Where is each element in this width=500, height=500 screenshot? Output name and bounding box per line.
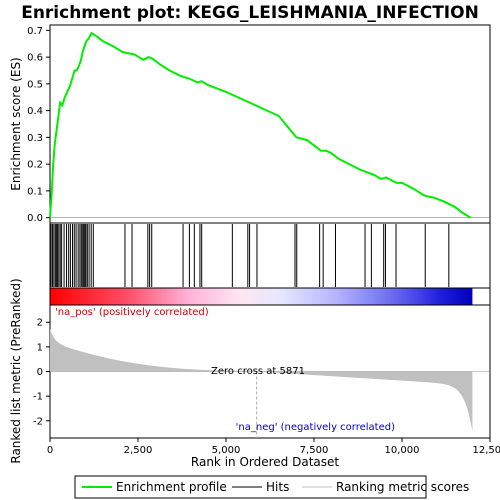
es-y-axis-label: Enrichment score (ES) bbox=[9, 57, 23, 190]
metric-y-ticks: 2 1 0 -1 -2 bbox=[33, 318, 50, 427]
legend-profile-label: Enrichment profile bbox=[116, 480, 227, 494]
colorbar-gradient bbox=[50, 288, 473, 305]
es-y-tick-label: 0.6 bbox=[27, 53, 43, 64]
x-tick-label: 10,000 bbox=[385, 445, 420, 456]
x-tick-label: 12,500 bbox=[473, 445, 500, 456]
x-axis-label: Rank in Ordered Dataset bbox=[191, 455, 339, 469]
x-axis-ticks: 0 2,500 5,000 7,500 10,000 12,500 bbox=[47, 438, 500, 456]
es-y-tick-label: 0.4 bbox=[27, 106, 43, 117]
es-y-tick-label: 0.2 bbox=[27, 160, 43, 171]
rank-colorbar bbox=[49, 287, 491, 306]
metric-panel: 2 1 0 -1 -2 'na_pos' (positively correlated)… bbox=[9, 278, 491, 464]
hits-panel-frame bbox=[49, 222, 491, 289]
chart-title: Enrichment plot: KEGG_LEISHMANIA_INFECTI… bbox=[21, 3, 479, 23]
legend-metric-label: Ranking metric scores bbox=[336, 480, 469, 494]
es-panel-frame bbox=[49, 24, 491, 224]
es-y-tick-label: 0.3 bbox=[27, 133, 43, 144]
negative-correlation-label: 'na_neg' (negatively correlated) bbox=[236, 422, 395, 433]
metric-y-tick-label: 2 bbox=[37, 318, 43, 329]
hit-markers bbox=[50, 224, 450, 287]
x-tick-label: 7,500 bbox=[300, 445, 329, 456]
x-tick-label: 0 bbox=[47, 445, 53, 456]
metric-y-tick-label: 1 bbox=[37, 342, 43, 353]
es-y-ticks: 0.0 0.1 0.2 0.3 0.4 0.5 0.6 0.7 bbox=[27, 26, 50, 224]
es-panel: 0.0 0.1 0.2 0.3 0.4 0.5 0.6 0.7 Enrichment scor… bbox=[9, 24, 491, 224]
legend: Enrichment profile Hits Ranking metric s… bbox=[74, 475, 469, 499]
positive-correlation-label: 'na_pos' (positively correlated) bbox=[55, 307, 209, 318]
zero-cross-label: Zero cross at 5871 bbox=[211, 366, 305, 377]
metric-y-axis-label: Ranked list metric (PreRanked) bbox=[9, 278, 23, 463]
hits-panel bbox=[49, 222, 491, 289]
metric-y-tick-label: -2 bbox=[33, 416, 43, 427]
metric-y-tick-label: 0 bbox=[37, 367, 43, 378]
es-y-tick-label: 0.1 bbox=[27, 186, 43, 197]
es-y-tick-label: 0.5 bbox=[27, 79, 43, 90]
x-tick-label: 2,500 bbox=[124, 445, 153, 456]
es-y-tick-label: 0.7 bbox=[27, 26, 43, 37]
metric-y-tick-label: -1 bbox=[33, 392, 43, 403]
es-y-tick-label: 0.0 bbox=[27, 213, 43, 224]
enrichment-profile-line bbox=[49, 31, 472, 219]
legend-hits-label: Hits bbox=[266, 480, 289, 494]
x-tick-label: 5,000 bbox=[212, 445, 241, 456]
